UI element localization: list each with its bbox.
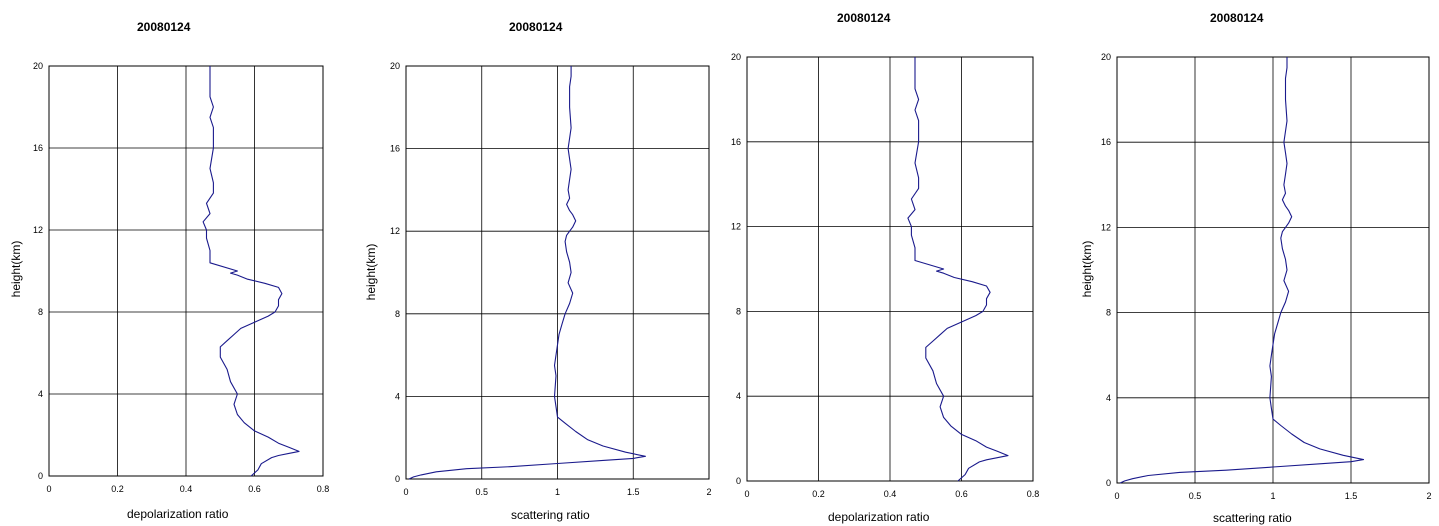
chart-title: 20080124 [1210, 11, 1264, 25]
chart-plot: 0 0.2 0.4 0.6 0.8 0 4 8 12 16 20 [33, 61, 330, 494]
series-line [408, 66, 646, 480]
x-tick-label: 1.5 [627, 487, 640, 497]
chart-panel-1: 20080124 height(km) 0 0.2 0.4 0.6 0.8 0 4 8 12 16… [0, 0, 350, 526]
y-tick-label: 16 [731, 137, 741, 147]
y-tick-label: 20 [731, 52, 741, 62]
y-tick-label: 16 [33, 143, 43, 153]
y-tick-label: 8 [395, 309, 400, 319]
x-tick-label: 0 [403, 487, 408, 497]
x-tick-label: 1 [555, 487, 560, 497]
x-tick-label: 0.5 [475, 487, 488, 497]
series-line [907, 57, 1009, 482]
x-axis-label: depolarization ratio [828, 510, 930, 524]
y-tick-label: 8 [736, 306, 741, 316]
x-tick-label: 0.6 [955, 489, 968, 499]
y-tick-label: 20 [1101, 52, 1111, 62]
x-tick-label: 0 [46, 484, 51, 494]
chart-plot: 0 0.2 0.4 0.6 0.8 0 4 8 12 16 20 [731, 52, 1040, 499]
chart-title: 20080124 [137, 20, 191, 34]
plot-frame [405, 65, 710, 480]
x-tick-label: 0.2 [111, 484, 124, 494]
y-tick-label: 0 [395, 474, 400, 484]
x-tick-label: 1.5 [1345, 491, 1358, 501]
y-tick-label: 12 [390, 226, 400, 236]
series-line [202, 66, 300, 477]
y-tick-label: 12 [1101, 222, 1111, 232]
y-tick-label: 16 [1101, 137, 1111, 147]
x-tick-label: 0.6 [248, 484, 261, 494]
y-tick-label: 4 [736, 391, 741, 401]
x-tick-label: 0.8 [1027, 489, 1040, 499]
x-tick-label: 0.8 [317, 484, 330, 494]
y-tick-label: 12 [33, 225, 43, 235]
y-tick-label: 4 [395, 391, 400, 401]
x-tick-label: 0.5 [1189, 491, 1202, 501]
chart-panel-2: 20080124 height(km) 0 0.5 1 1.5 2 0 4 8 12 16 20 s… [350, 0, 720, 526]
y-tick-label: 0 [38, 471, 43, 481]
x-tick-label: 0.4 [180, 484, 193, 494]
plot-frame [746, 56, 1034, 482]
chart-panel-4: 20080124 height(km) 0 0.5 1 1.5 2 0 4 8 12 16 20 s… [1060, 0, 1439, 526]
chart-title: 20080124 [509, 20, 563, 34]
x-tick-label: 0.2 [812, 489, 825, 499]
y-tick-label: 4 [38, 389, 43, 399]
x-tick-label: 2 [706, 487, 711, 497]
y-tick-label: 20 [33, 61, 43, 71]
x-tick-label: 0 [1114, 491, 1119, 501]
y-tick-label: 8 [1106, 308, 1111, 318]
y-tick-label: 20 [390, 61, 400, 71]
y-tick-label: 8 [38, 307, 43, 317]
plot-frame [1116, 56, 1430, 484]
chart-panel-3: 20080124 0 0.2 0.4 0.6 0.8 0 4 8 12 16 20 depolari… [720, 0, 1060, 526]
plot-frame [48, 65, 324, 477]
x-axis-label: scattering ratio [511, 508, 590, 522]
x-tick-label: 1 [1270, 491, 1275, 501]
y-tick-label: 0 [736, 476, 741, 486]
y-tick-label: 0 [1106, 478, 1111, 488]
chart-title: 20080124 [837, 11, 891, 25]
x-tick-label: 2 [1426, 491, 1431, 501]
y-tick-label: 4 [1106, 393, 1111, 403]
x-axis-label: scattering ratio [1213, 511, 1292, 525]
x-tick-label: 0 [744, 489, 749, 499]
x-axis-label: depolarization ratio [127, 507, 229, 521]
y-tick-label: 12 [731, 222, 741, 232]
x-tick-label: 0.4 [884, 489, 897, 499]
y-tick-label: 16 [390, 144, 400, 154]
series-line [1119, 57, 1365, 484]
